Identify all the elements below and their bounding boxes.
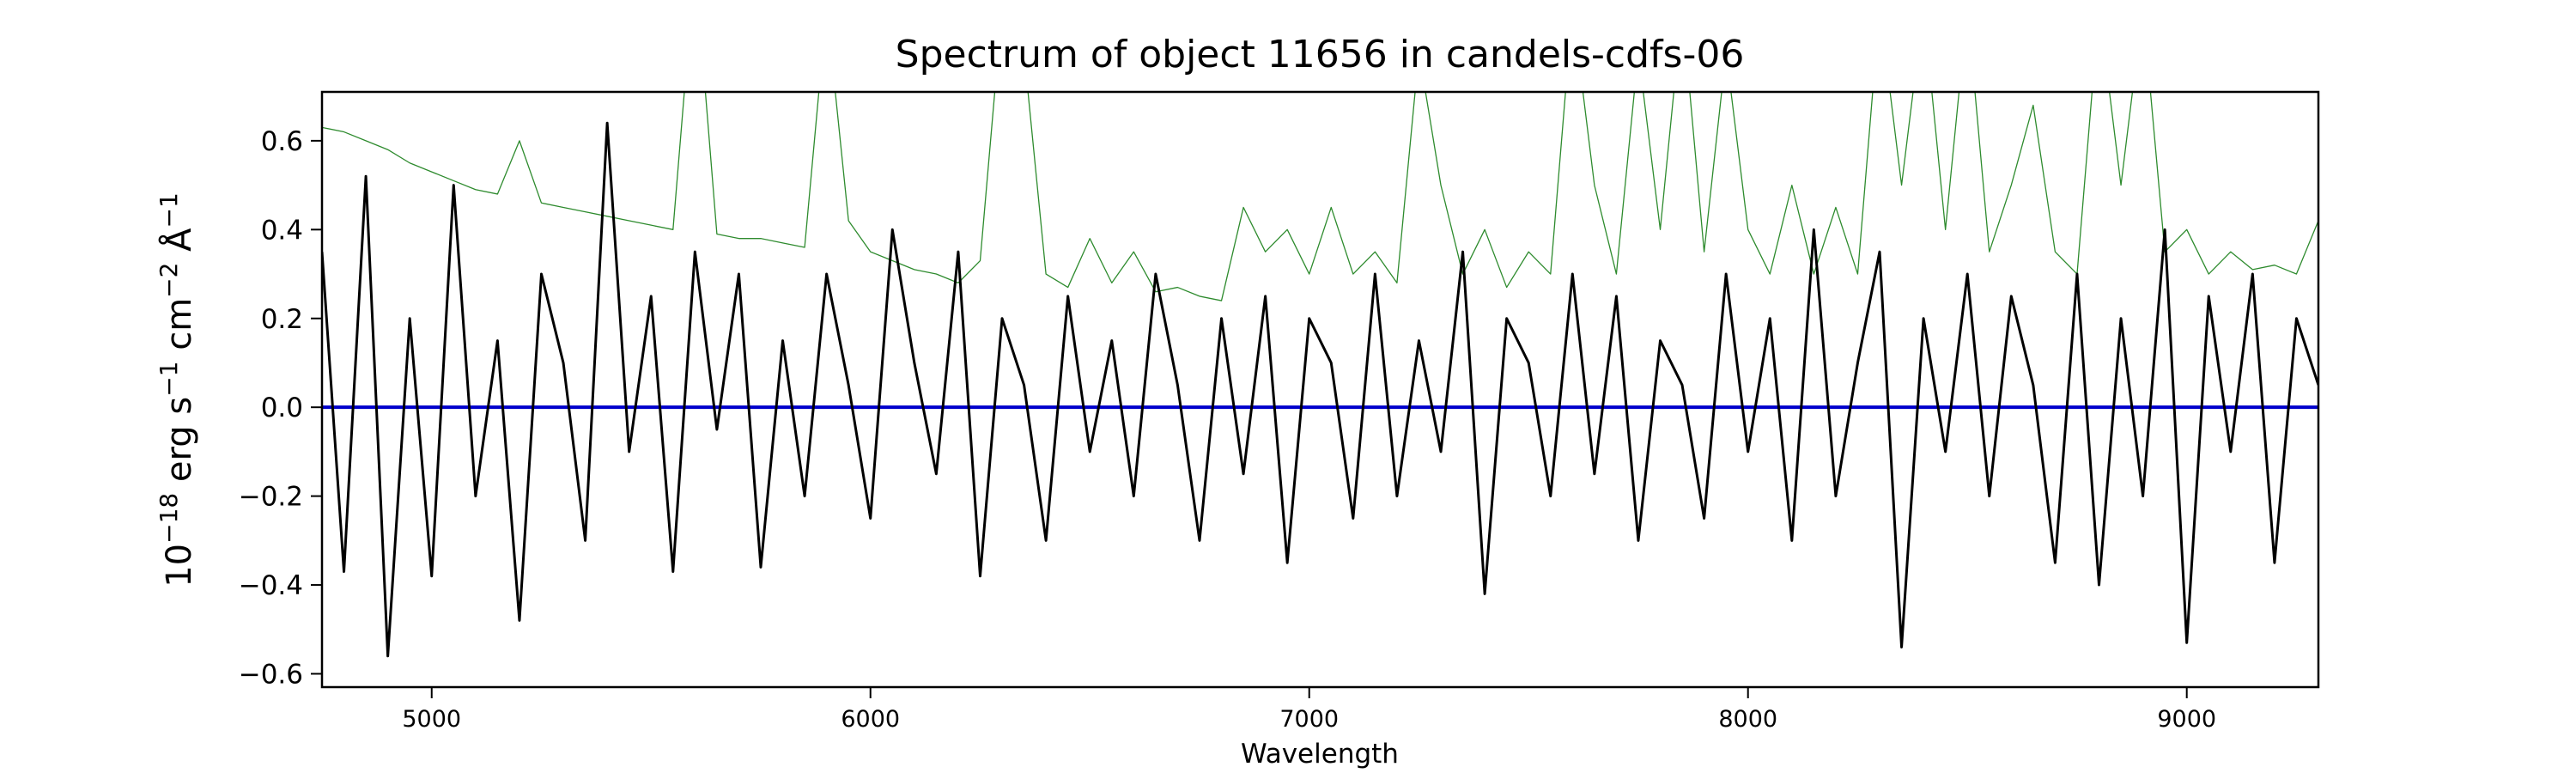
spectrum-line: [322, 121, 2318, 658]
y-label-text: 10: [160, 544, 199, 587]
y-axis-label: 10−18 erg s−1 cm−2 Å−1: [155, 192, 199, 587]
y-label-superscript: −1: [155, 192, 183, 228]
x-tick-label: 5000: [402, 706, 461, 733]
plot-frame: [320, 90, 2320, 689]
chart-title: Spectrum of object 11656 in candels-cdfs…: [896, 33, 1745, 76]
y-label-superscript: −1: [155, 362, 183, 397]
plot-area: [322, 92, 2318, 658]
y-tick-label: −0.4: [239, 570, 303, 601]
y-label-text: cm: [160, 298, 199, 362]
x-tick-label: 7000: [1279, 706, 1339, 733]
y-tick-label: 0.6: [261, 126, 303, 157]
y-label-superscript: −18: [155, 493, 183, 544]
y-label-superscript: −2: [155, 263, 183, 298]
spectrum-line: [322, 92, 2318, 301]
y-tick-label: 0.4: [261, 215, 303, 246]
x-tick-label: 6000: [841, 706, 900, 733]
y-tick-label: −0.2: [239, 482, 303, 513]
x-axis-label: Wavelength: [1241, 739, 1399, 770]
y-tick-label: 0.2: [261, 304, 303, 335]
y-label-text: Å: [158, 228, 199, 263]
x-tick-label: 9000: [2157, 706, 2216, 733]
y-label-text: erg s: [160, 397, 199, 493]
y-tick-label: 0.0: [261, 393, 303, 423]
y-tick-label: −0.6: [239, 659, 303, 690]
x-tick-label: 8000: [1718, 706, 1777, 733]
